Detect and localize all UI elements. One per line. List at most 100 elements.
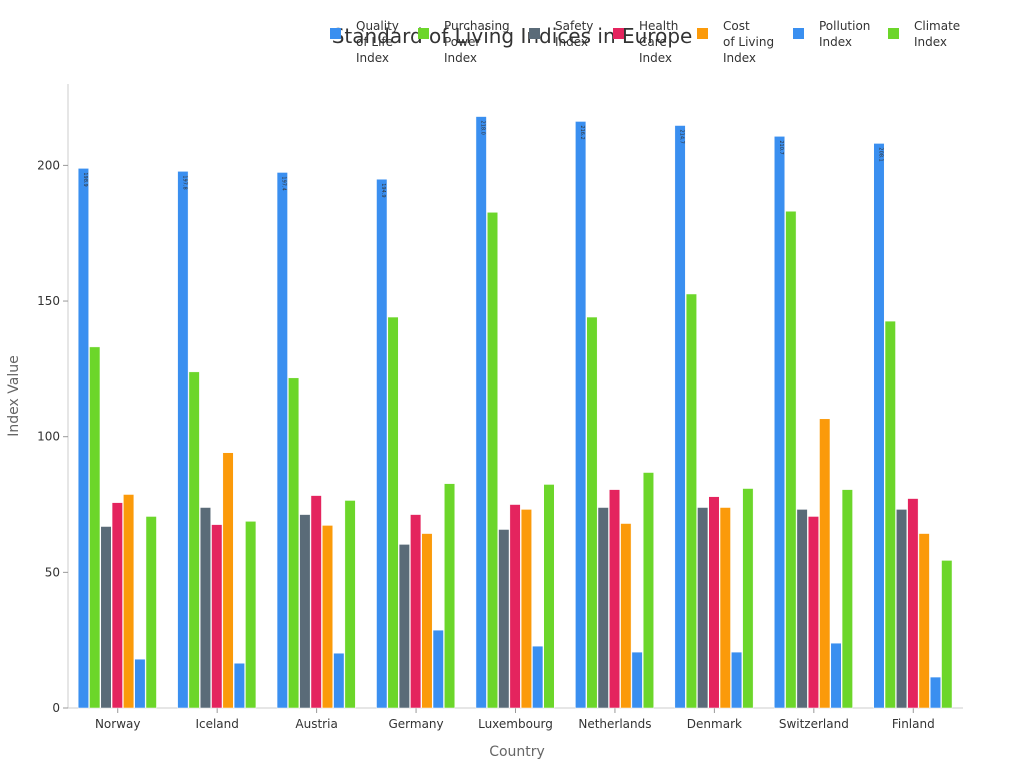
bar [796, 509, 808, 709]
bar [177, 171, 189, 709]
bar [410, 514, 422, 709]
bar [685, 293, 697, 709]
bar [77, 168, 89, 709]
x-tick-label: Iceland [195, 717, 238, 731]
bar [299, 514, 311, 709]
x-tick-label: Switzerland [779, 717, 849, 731]
legend-label: Climate Index [914, 19, 961, 49]
value-label: 210.7 [778, 140, 784, 154]
bar [444, 483, 456, 709]
legend-label: Purchasing Power Index [444, 19, 510, 65]
bar [642, 472, 654, 709]
value-label: 218.0 [480, 121, 486, 135]
value-label: 216.2 [579, 125, 585, 139]
bar [719, 507, 731, 709]
bar [100, 526, 112, 709]
bar [620, 523, 632, 709]
bar [896, 509, 908, 709]
x-tick-label: Denmark [687, 717, 742, 731]
bar [597, 507, 609, 709]
x-tick-label: Netherlands [578, 717, 651, 731]
bar [841, 489, 853, 709]
y-tick-label: 0 [52, 701, 60, 715]
bar [123, 494, 135, 709]
x-axis-title: Country [489, 744, 545, 760]
bar [233, 662, 245, 709]
bar [333, 652, 345, 709]
legend-label: Cost of Living Index [723, 19, 775, 65]
bar [941, 560, 953, 709]
bar [575, 121, 587, 709]
bar [199, 507, 211, 709]
x-tick-label: Austria [295, 717, 337, 731]
bar [509, 504, 521, 709]
bar [498, 529, 510, 709]
bar [245, 521, 257, 709]
y-tick-label: 200 [37, 158, 60, 172]
value-label: 208.1 [877, 147, 883, 161]
bar [111, 502, 123, 709]
bar [134, 658, 146, 709]
bar [929, 676, 941, 709]
bar [873, 143, 885, 709]
y-tick-label: 50 [45, 565, 60, 579]
bar [532, 645, 544, 709]
legend-swatch [888, 28, 899, 39]
value-label: 197.8 [181, 175, 187, 189]
bar [543, 484, 555, 709]
legend-swatch [529, 28, 540, 39]
bar [586, 316, 598, 709]
legend-swatch [330, 28, 341, 39]
x-tick-label: Luxembourg [478, 717, 553, 731]
bar [884, 320, 896, 709]
bar [276, 172, 288, 709]
bar [288, 377, 300, 709]
chart-title: Standard of Living Indices in Europe [332, 24, 693, 48]
bar [631, 651, 643, 709]
bar [487, 212, 498, 709]
bar [310, 495, 322, 709]
legend-label: Safety Index [555, 19, 594, 49]
bar [609, 489, 621, 709]
value-label: 197.4 [281, 176, 287, 190]
value-label: 214.7 [678, 130, 684, 144]
y-tick-label: 100 [37, 430, 60, 444]
bar [387, 316, 399, 709]
y-axis-title: Index Value [6, 355, 22, 436]
legend-label: Health Care Index [639, 19, 679, 65]
y-tick-label: 150 [37, 294, 60, 308]
bar [211, 524, 223, 709]
bar [807, 516, 819, 709]
bar [376, 178, 388, 709]
legend-swatch [613, 28, 624, 39]
bar [432, 629, 444, 709]
x-tick-label: Finland [892, 717, 935, 731]
bar [774, 136, 786, 709]
bar [830, 642, 842, 709]
bar [89, 346, 101, 709]
bar [742, 488, 754, 709]
bar [785, 210, 797, 709]
bar [322, 525, 334, 709]
bar [344, 500, 356, 709]
bar [421, 533, 433, 709]
x-tick-label: Germany [388, 717, 443, 731]
bar [520, 509, 532, 709]
legend-swatch [793, 28, 804, 39]
bar [674, 125, 686, 709]
bar [731, 651, 743, 709]
bar [708, 496, 720, 709]
bar [918, 533, 930, 709]
legend-label: Pollution Index [819, 19, 871, 49]
bar [222, 452, 234, 709]
legend-label: Quality of Life Index [356, 19, 399, 65]
value-label: 194.9 [380, 183, 386, 197]
bar [907, 498, 919, 709]
legend-swatch [697, 28, 708, 39]
bar [475, 116, 487, 709]
bar [188, 371, 200, 709]
bar [398, 544, 410, 709]
x-tick-label: Norway [95, 717, 141, 731]
